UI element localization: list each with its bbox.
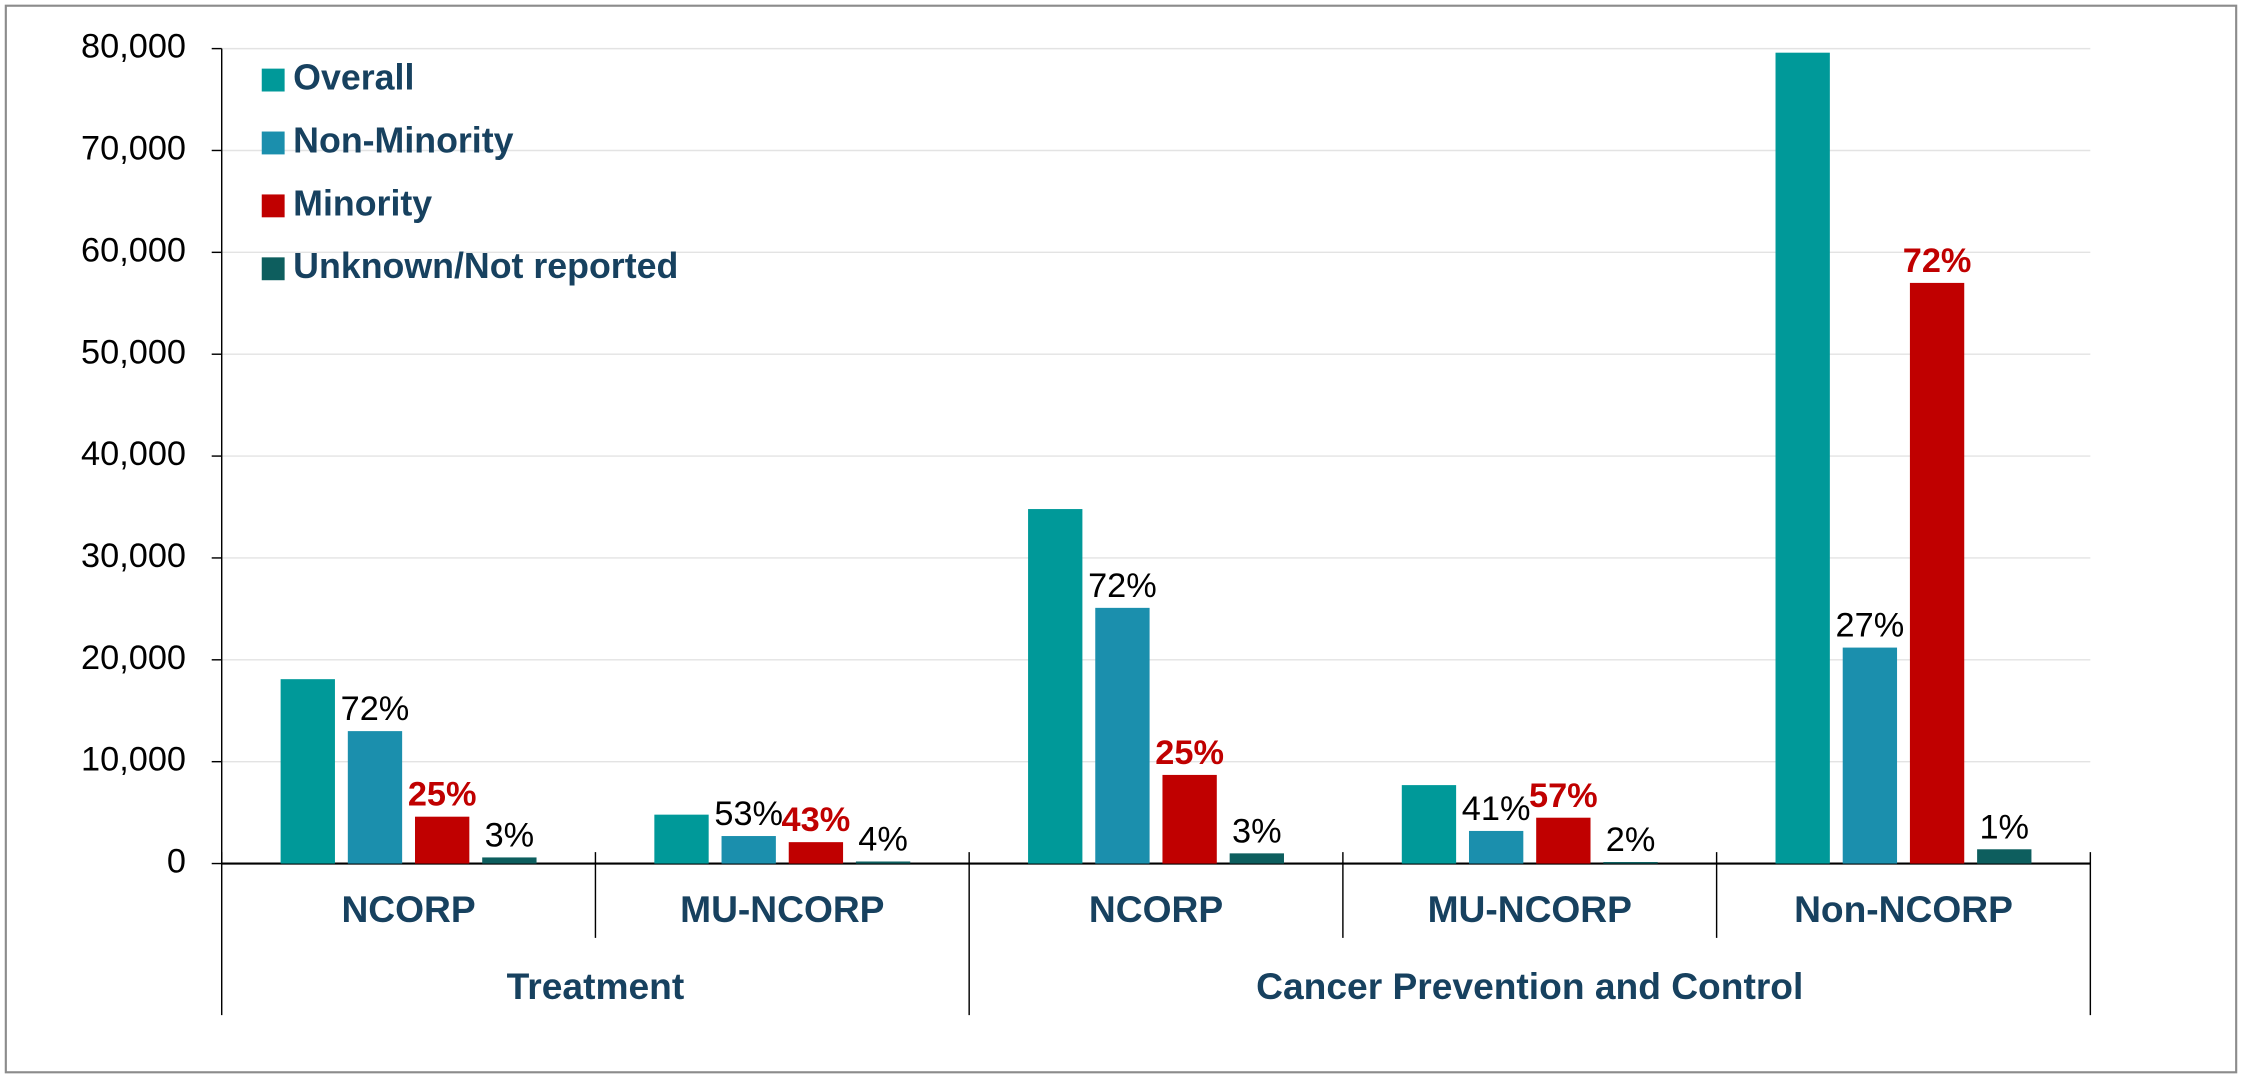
legend-swatch	[261, 257, 285, 281]
data-label: 1%	[1979, 808, 2029, 846]
legend-label: Unknown/Not reported	[293, 246, 678, 286]
bar	[1603, 862, 1658, 864]
x-tick-label: NCORP	[1089, 888, 1223, 930]
legend-swatch	[261, 194, 285, 218]
bar	[1775, 52, 1830, 864]
data-label: 25%	[1155, 734, 1224, 772]
chart-frame	[4, 4, 2238, 1074]
data-label: 25%	[408, 776, 477, 814]
data-label: 27%	[1836, 607, 1905, 645]
y-tick-label: 40,000	[81, 435, 186, 473]
data-label: 72%	[341, 690, 410, 728]
y-tick-label: 20,000	[81, 639, 186, 677]
x-tick-label: NCORP	[341, 888, 475, 930]
data-label: 3%	[485, 816, 535, 854]
bar	[280, 679, 335, 864]
y-tick-label: 30,000	[81, 537, 186, 575]
bar	[1028, 509, 1083, 864]
data-label: 53%	[714, 795, 783, 833]
bar	[654, 814, 709, 864]
bar	[1909, 282, 1965, 864]
bar	[1977, 849, 2032, 864]
bar	[1401, 785, 1457, 864]
x-tick-label: MU-NCORP	[680, 888, 884, 930]
legend-label: Non-Minority	[293, 120, 513, 160]
x-tick-label: Non-NCORP	[1794, 888, 2013, 930]
data-label: 72%	[1903, 242, 1972, 280]
data-label: 4%	[858, 821, 908, 859]
legend-swatch	[261, 68, 285, 92]
x-tick-label: MU-NCORP	[1428, 888, 1632, 930]
y-tick-label: 0	[167, 843, 186, 881]
legend-swatch	[261, 131, 285, 155]
bar	[1229, 853, 1284, 864]
bar	[788, 842, 844, 864]
y-tick-label: 10,000	[81, 741, 186, 779]
bar	[347, 731, 403, 864]
data-label: 3%	[1232, 812, 1282, 850]
bar	[1842, 647, 1898, 864]
y-tick-label: 50,000	[81, 333, 186, 371]
group-label: Treatment	[507, 965, 685, 1007]
legend-label: Minority	[293, 183, 432, 223]
bar	[855, 861, 911, 864]
bar	[1095, 607, 1150, 864]
group-label: Cancer Prevention and Control	[1256, 965, 1803, 1007]
y-tick-label: 80,000	[81, 28, 186, 66]
y-tick-label: 60,000	[81, 231, 186, 269]
bar	[721, 836, 776, 864]
data-label: 43%	[782, 801, 851, 839]
data-label: 2%	[1606, 821, 1656, 859]
bar	[1536, 817, 1591, 864]
data-label: 41%	[1462, 790, 1531, 828]
y-tick-label: 70,000	[81, 130, 186, 168]
bar	[1162, 774, 1217, 864]
data-label: 57%	[1529, 777, 1598, 815]
legend-label: Overall	[293, 58, 414, 98]
data-label: 72%	[1088, 567, 1157, 605]
bar	[1468, 830, 1524, 864]
bar	[482, 857, 537, 864]
bar	[415, 816, 470, 864]
